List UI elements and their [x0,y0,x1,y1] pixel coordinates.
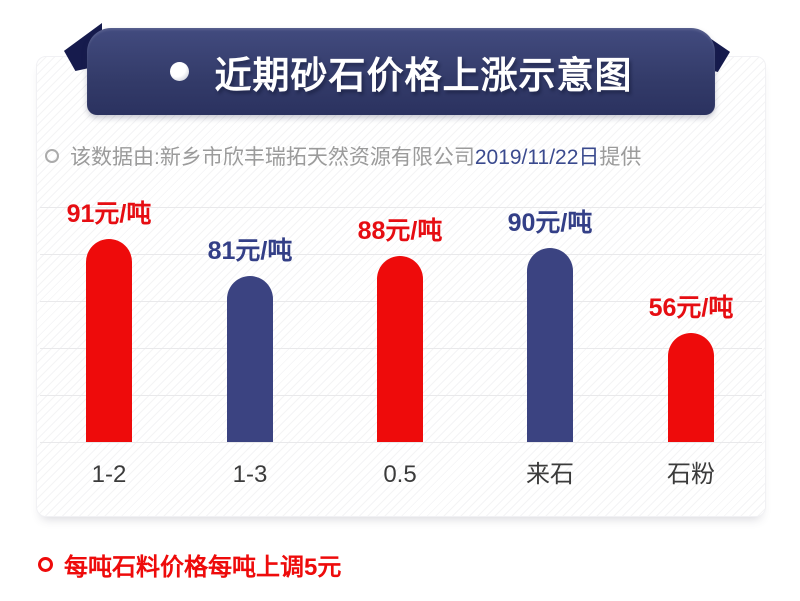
footer-note: 每吨石料价格每吨上调5元 [38,549,342,581]
chart-card: 该数据由:新乡市欣丰瑞拓天然资源有限公司2019/11/22日提供 91元/吨 1… [36,56,766,517]
bar [377,256,423,442]
title-ribbon: 近期砂石价格上涨示意图 [64,23,730,115]
page-title: 近期砂石价格上涨示意图 [214,54,633,96]
value-label: 56元/吨 [648,294,734,322]
x-axis-label: 1-3 [232,461,268,488]
x-axis-label: 1-2 [91,461,127,488]
bar [527,248,573,442]
gridline [40,442,762,443]
gridline [40,207,762,208]
source-text: 该数据由:新乡市欣丰瑞拓天然资源有限公司2019/11/22日提供 [70,141,641,171]
bar [668,333,714,442]
source-suffix: 提供 [599,146,642,169]
x-axis-label: 0.5 [383,461,417,488]
value-label: 88元/吨 [357,217,443,245]
x-axis-label: 来石 [526,461,574,488]
circle-bullet-icon [45,149,59,163]
value-label: 90元/吨 [507,209,593,237]
bar [86,239,132,442]
x-axis-label: 石粉 [667,461,715,488]
bullet-dot-icon [169,62,189,81]
source-date: 2019/11/22日 [474,146,600,169]
gridline [40,254,762,255]
circle-bullet-icon [38,556,53,572]
value-label: 81元/吨 [207,237,293,265]
value-label: 91元/吨 [66,200,152,228]
data-source-note: 该数据由:新乡市欣丰瑞拓天然资源有限公司2019/11/22日提供 [45,141,641,171]
ribbon-face: 近期砂石价格上涨示意图 [87,28,715,115]
footer-note-text: 每吨石料价格每吨上调5元 [64,553,342,581]
source-prefix: 该数据由:新乡市欣丰瑞拓天然资源有限公司 [70,146,475,169]
bar [227,276,273,442]
